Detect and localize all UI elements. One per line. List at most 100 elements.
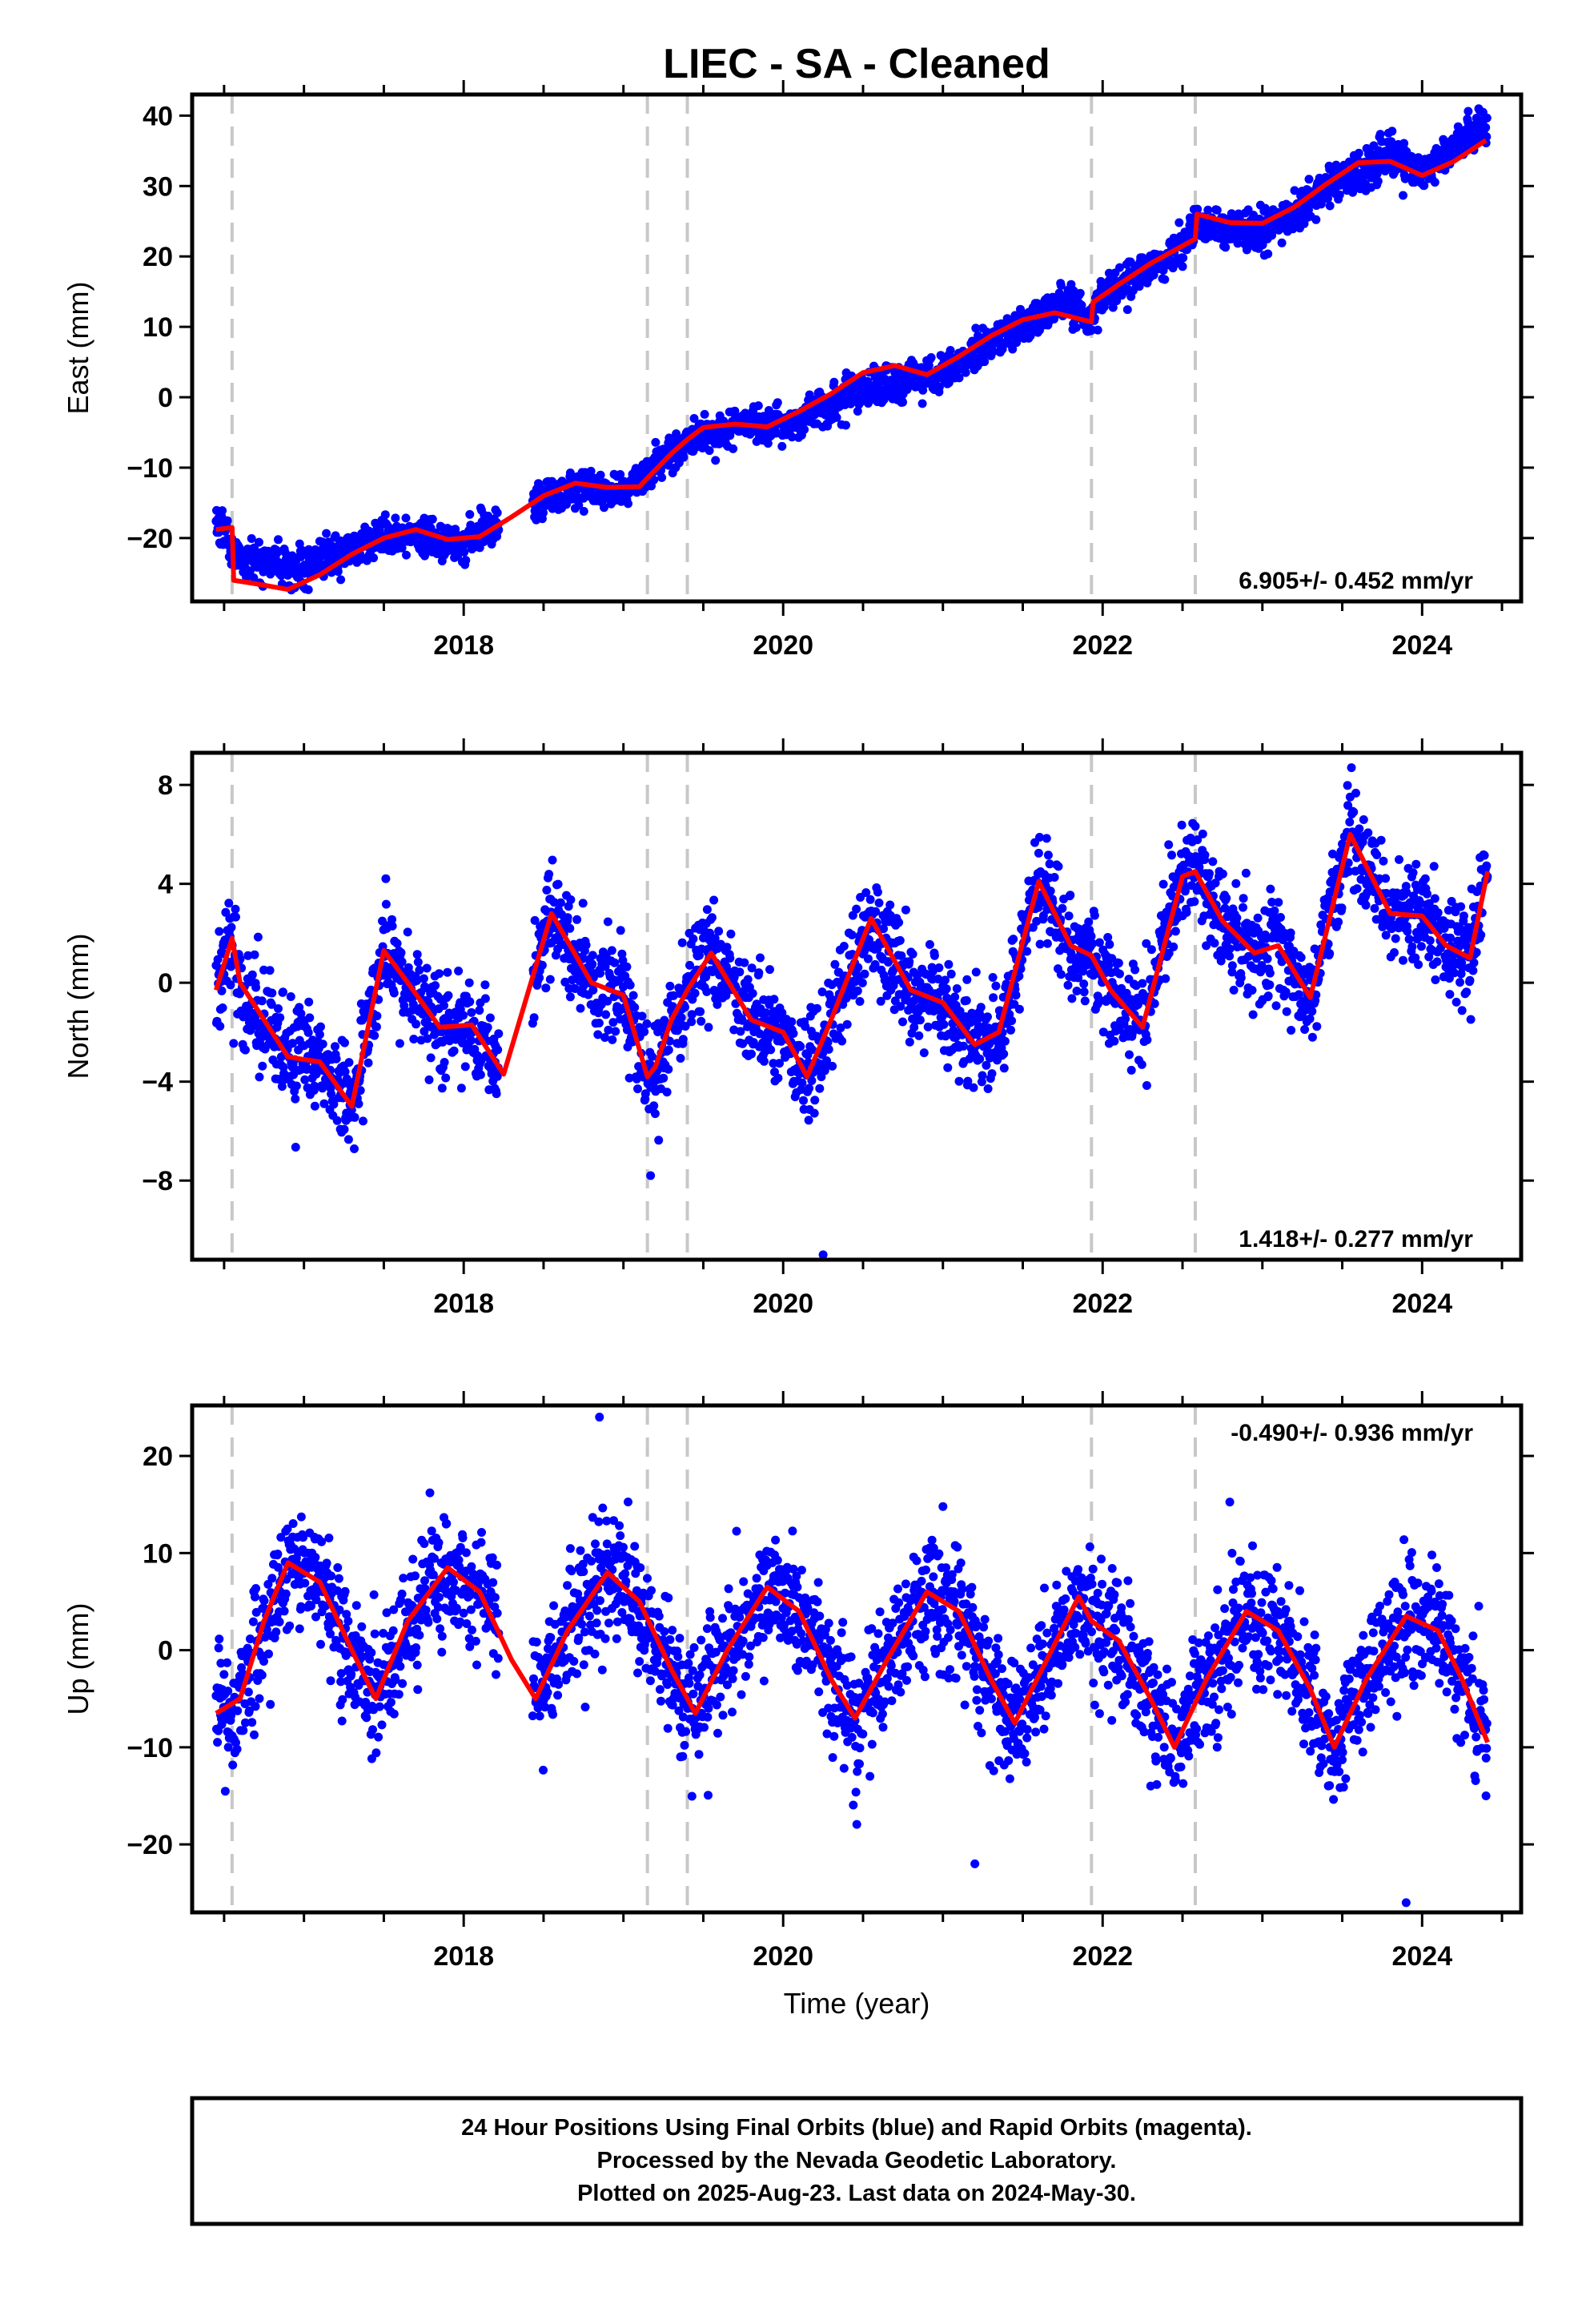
data-point xyxy=(566,895,576,904)
data-point xyxy=(279,987,287,997)
data-point xyxy=(1248,1010,1258,1019)
data-point xyxy=(332,1116,342,1125)
data-point xyxy=(714,927,724,936)
data-point xyxy=(1058,903,1067,913)
data-point xyxy=(1481,123,1491,132)
data-point xyxy=(917,399,927,408)
data-point xyxy=(535,973,544,983)
data-point xyxy=(1399,191,1407,200)
data-point xyxy=(915,1015,925,1025)
data-point xyxy=(1150,999,1159,1008)
data-point xyxy=(611,1027,620,1036)
data-point xyxy=(1086,931,1096,941)
data-point xyxy=(898,397,907,407)
data-point xyxy=(291,1143,300,1152)
data-point xyxy=(339,1124,349,1134)
data-point xyxy=(397,543,407,553)
data-point xyxy=(608,1035,617,1044)
data-point xyxy=(588,951,597,960)
data-point xyxy=(588,959,597,969)
data-point xyxy=(901,905,910,915)
data-point xyxy=(444,991,453,1000)
data-point xyxy=(1022,947,1032,956)
data-point xyxy=(412,950,422,959)
data-point xyxy=(466,1035,476,1045)
data-point xyxy=(1050,873,1059,882)
data-point xyxy=(1212,205,1222,215)
data-point xyxy=(401,513,411,523)
data-point xyxy=(1244,951,1254,961)
data-point xyxy=(765,965,774,975)
data-point xyxy=(413,957,423,967)
data-point xyxy=(689,414,699,423)
data-point xyxy=(542,886,552,895)
data-point xyxy=(610,958,620,967)
data-point xyxy=(336,575,346,585)
data-point xyxy=(607,946,616,955)
data-point xyxy=(440,1001,448,1011)
data-point xyxy=(249,573,259,582)
data-point xyxy=(275,1013,285,1023)
data-point xyxy=(1202,941,1211,951)
data-point xyxy=(1080,996,1090,1006)
plot-area xyxy=(211,94,1492,601)
data-point xyxy=(1210,939,1219,948)
data-point xyxy=(480,980,490,990)
data-point xyxy=(1247,986,1257,995)
data-point xyxy=(1011,991,1021,1000)
data-point xyxy=(347,1105,356,1115)
data-point xyxy=(908,949,917,959)
data-point xyxy=(649,475,659,485)
data-point xyxy=(640,1027,649,1036)
data-point xyxy=(217,986,227,995)
data-point xyxy=(315,1030,324,1039)
data-point xyxy=(934,975,943,983)
data-point xyxy=(628,991,638,1000)
data-point xyxy=(817,987,827,997)
data-point xyxy=(1296,953,1306,963)
data-point xyxy=(387,921,397,931)
data-point xyxy=(679,452,689,462)
data-point xyxy=(560,977,570,987)
data-point xyxy=(1094,938,1104,947)
data-point xyxy=(874,899,884,907)
data-point xyxy=(1231,879,1241,888)
x-tick-label: 2020 xyxy=(753,630,813,661)
data-point xyxy=(1305,1014,1315,1023)
data-point xyxy=(343,1135,353,1144)
y-tick-label: 10 xyxy=(143,312,173,343)
data-point xyxy=(1108,303,1118,312)
data-point xyxy=(1056,281,1066,290)
data-point xyxy=(1205,869,1214,879)
data-point xyxy=(616,926,625,935)
data-point xyxy=(381,899,391,909)
data-point xyxy=(1126,1065,1136,1075)
data-point xyxy=(529,1013,539,1023)
data-point xyxy=(895,935,905,945)
data-point xyxy=(241,1045,250,1055)
data-point xyxy=(1142,1081,1151,1090)
data-point xyxy=(291,1094,300,1104)
y-tick-label: −20 xyxy=(126,524,173,554)
data-point xyxy=(296,1009,306,1019)
data-point xyxy=(982,1060,991,1070)
data-point xyxy=(1286,928,1295,938)
data-point xyxy=(1218,869,1227,879)
data-point xyxy=(371,1022,381,1031)
data-point xyxy=(713,999,722,1009)
data-point xyxy=(1006,1025,1015,1035)
data-point xyxy=(677,1013,686,1023)
data-point xyxy=(787,1017,797,1027)
data-point xyxy=(250,950,259,959)
data-point xyxy=(1287,1026,1296,1035)
data-point xyxy=(884,958,893,967)
data-point xyxy=(894,918,904,927)
data-point xyxy=(687,1017,697,1027)
data-point xyxy=(696,1007,705,1016)
data-point xyxy=(397,957,407,967)
data-point xyxy=(572,915,582,924)
data-point xyxy=(1270,906,1279,915)
data-point xyxy=(685,960,694,970)
data-point xyxy=(420,1027,429,1036)
data-point xyxy=(1430,178,1439,187)
